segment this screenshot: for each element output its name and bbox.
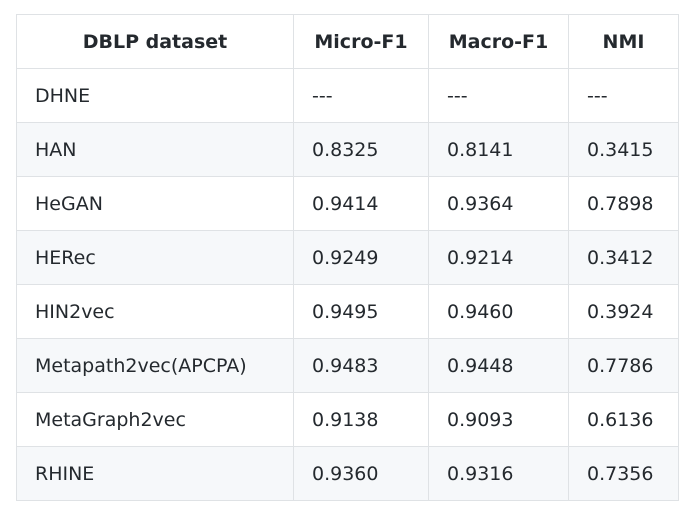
score-cell: --- bbox=[293, 68, 429, 123]
score-cell: 0.9249 bbox=[293, 230, 429, 285]
score-cell: 0.9360 bbox=[293, 446, 429, 501]
method-cell: HAN bbox=[16, 122, 294, 177]
score-cell: 0.9483 bbox=[293, 338, 429, 393]
score-cell: 0.9316 bbox=[428, 446, 569, 501]
header-row: DBLP dataset Micro-F1 Macro-F1 NMI bbox=[16, 14, 679, 69]
table-row: HERec 0.9249 0.9214 0.3412 bbox=[16, 230, 679, 285]
score-cell: 0.8141 bbox=[428, 122, 569, 177]
score-cell: 0.9448 bbox=[428, 338, 569, 393]
score-cell: 0.9495 bbox=[293, 284, 429, 339]
score-cell: 0.7898 bbox=[568, 176, 679, 231]
method-cell: MetaGraph2vec bbox=[16, 392, 294, 447]
table-row: MetaGraph2vec 0.9138 0.9093 0.6136 bbox=[16, 392, 679, 447]
method-cell: HERec bbox=[16, 230, 294, 285]
score-cell: 0.6136 bbox=[568, 392, 679, 447]
header-cell: DBLP dataset bbox=[16, 14, 294, 69]
table-row: DHNE --- --- --- bbox=[16, 68, 679, 123]
method-cell: DHNE bbox=[16, 68, 294, 123]
method-cell: HIN2vec bbox=[16, 284, 294, 339]
table-row: HIN2vec 0.9495 0.9460 0.3924 bbox=[16, 284, 679, 339]
header-cell: NMI bbox=[568, 14, 679, 69]
score-cell: --- bbox=[428, 68, 569, 123]
score-cell: 0.9460 bbox=[428, 284, 569, 339]
score-cell: 0.7356 bbox=[568, 446, 679, 501]
table-row: HeGAN 0.9414 0.9364 0.7898 bbox=[16, 176, 679, 231]
table-body: DHNE --- --- --- HAN 0.8325 0.8141 0.3415 HeGAN 0… bbox=[16, 68, 679, 501]
results-table: DBLP dataset Micro-F1 Macro-F1 NMI DHNE --- -… bbox=[16, 14, 679, 501]
score-cell: 0.9414 bbox=[293, 176, 429, 231]
table-row: Metapath2vec(APCPA) 0.9483 0.9448 0.7786 bbox=[16, 338, 679, 393]
score-cell: 0.8325 bbox=[293, 122, 429, 177]
score-cell: 0.9214 bbox=[428, 230, 569, 285]
score-cell: --- bbox=[568, 68, 679, 123]
method-cell: RHINE bbox=[16, 446, 294, 501]
header-cell: Micro-F1 bbox=[293, 14, 429, 69]
method-cell: HeGAN bbox=[16, 176, 294, 231]
score-cell: 0.3412 bbox=[568, 230, 679, 285]
score-cell: 0.9093 bbox=[428, 392, 569, 447]
table-row: RHINE 0.9360 0.9316 0.7356 bbox=[16, 446, 679, 501]
table-row: HAN 0.8325 0.8141 0.3415 bbox=[16, 122, 679, 177]
score-cell: 0.3924 bbox=[568, 284, 679, 339]
score-cell: 0.9138 bbox=[293, 392, 429, 447]
score-cell: 0.7786 bbox=[568, 338, 679, 393]
score-cell: 0.3415 bbox=[568, 122, 679, 177]
method-cell: Metapath2vec(APCPA) bbox=[16, 338, 294, 393]
table-header: DBLP dataset Micro-F1 Macro-F1 NMI bbox=[16, 14, 679, 69]
header-cell: Macro-F1 bbox=[428, 14, 569, 69]
score-cell: 0.9364 bbox=[428, 176, 569, 231]
